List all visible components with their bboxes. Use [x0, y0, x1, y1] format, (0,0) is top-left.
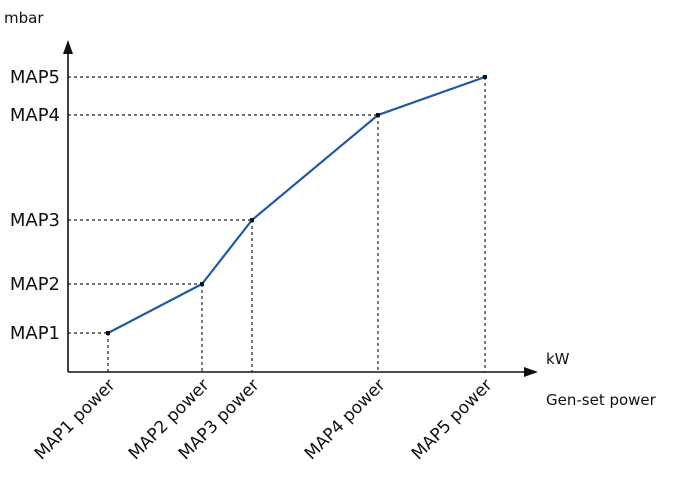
y-axis-arrow: [63, 40, 73, 54]
axes: [63, 40, 538, 377]
y-tick-label: MAP3: [10, 210, 60, 231]
data-point: [483, 75, 487, 79]
data-point: [250, 218, 254, 222]
y-axis-unit: mbar: [4, 9, 44, 27]
x-axis-title: Gen-set power: [546, 391, 657, 409]
data-point: [200, 282, 204, 286]
x-tick-label: MAP1 power: [31, 375, 120, 464]
data-point: [376, 113, 380, 117]
y-tick-label: MAP4: [10, 105, 60, 126]
y-tick-labels: MAP1 MAP2 MAP3 MAP4 MAP5: [10, 67, 60, 344]
guide-lines: [68, 76, 486, 372]
x-tick-label: MAP4 power: [301, 375, 390, 464]
y-tick-label: MAP1: [10, 323, 60, 344]
y-tick-label: MAP2: [10, 274, 60, 295]
x-axis-arrow: [524, 367, 538, 377]
data-point: [106, 331, 110, 335]
x-tick-label: MAP5 power: [408, 375, 497, 464]
y-tick-label: MAP5: [10, 67, 60, 88]
data-points: [106, 75, 487, 335]
x-axis-unit: kW: [546, 350, 570, 368]
